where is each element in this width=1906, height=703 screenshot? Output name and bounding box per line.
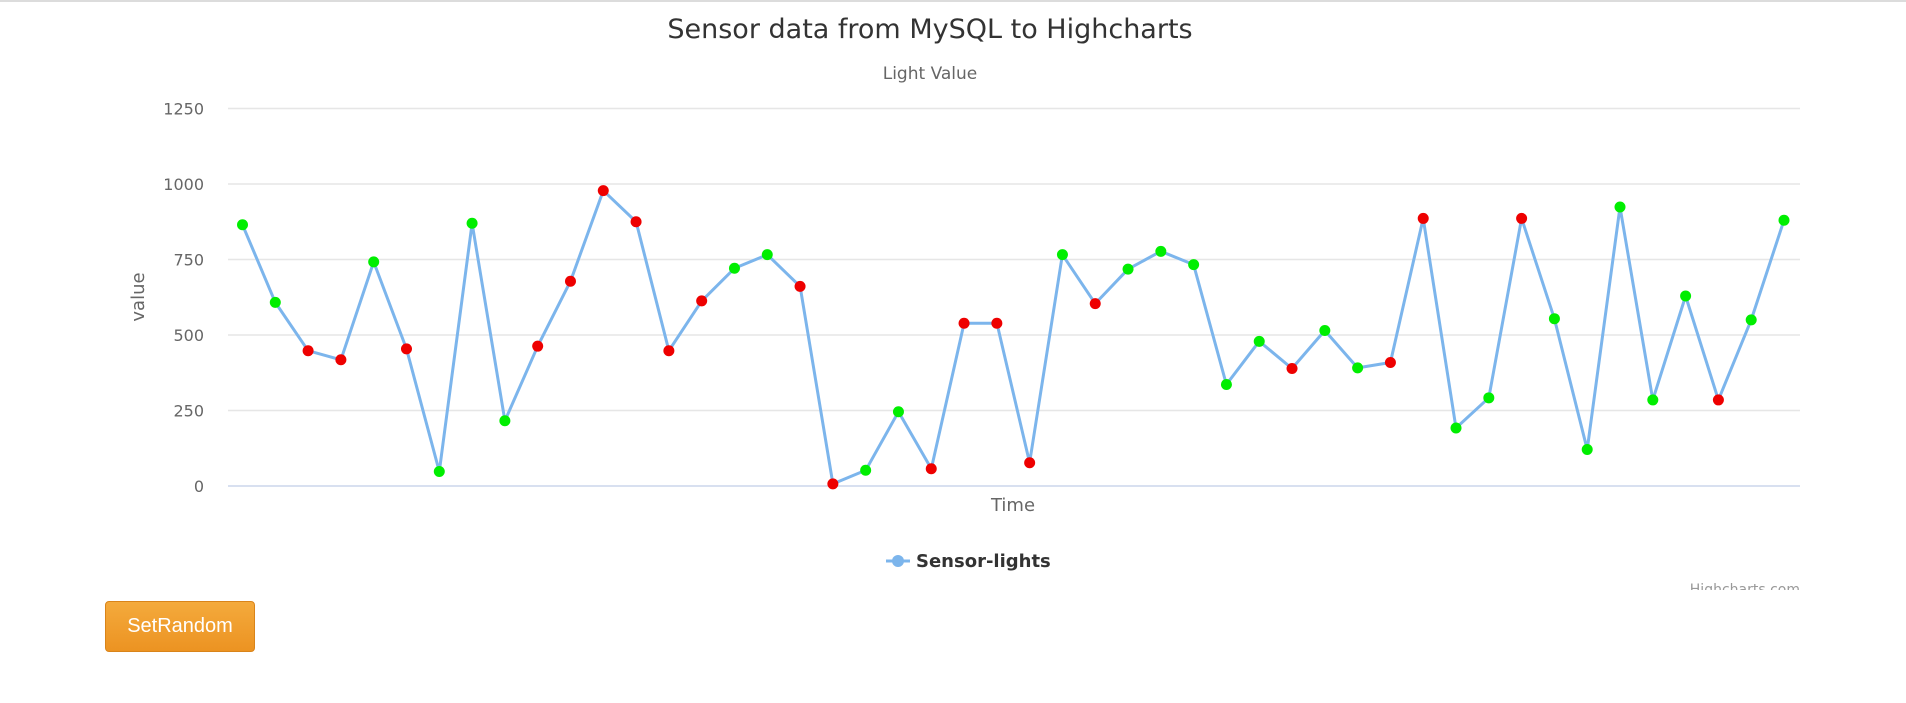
- data-point[interactable]: [794, 280, 806, 292]
- x-axis-title: Time: [990, 495, 1035, 516]
- data-point[interactable]: [696, 295, 708, 307]
- data-point[interactable]: [1680, 290, 1692, 302]
- data-point[interactable]: [532, 340, 544, 352]
- data-point[interactable]: [1056, 249, 1068, 261]
- data-point[interactable]: [1614, 201, 1626, 213]
- data-point[interactable]: [335, 354, 347, 366]
- y-tick-label: 0: [194, 477, 204, 496]
- data-point[interactable]: [1417, 212, 1429, 224]
- data-point[interactable]: [1483, 392, 1495, 404]
- y-tick-label: 250: [173, 402, 204, 421]
- data-point[interactable]: [499, 415, 511, 427]
- data-point[interactable]: [925, 463, 937, 475]
- data-point[interactable]: [368, 256, 380, 268]
- data-point[interactable]: [1352, 362, 1364, 374]
- data-point[interactable]: [1384, 356, 1396, 368]
- data-point[interactable]: [597, 185, 609, 197]
- data-point[interactable]: [1516, 212, 1528, 224]
- data-point[interactable]: [433, 466, 445, 478]
- y-axis-title: value: [128, 272, 149, 321]
- data-point[interactable]: [1155, 245, 1167, 257]
- data-points: [237, 185, 1790, 490]
- data-point[interactable]: [1220, 379, 1232, 391]
- y-axis-ticks: 0 250 500 750 1000 1250: [163, 100, 204, 497]
- data-point[interactable]: [860, 464, 872, 476]
- data-point[interactable]: [1647, 394, 1659, 406]
- y-tick-label: 500: [173, 326, 204, 345]
- data-point[interactable]: [400, 343, 412, 355]
- legend[interactable]: Sensor-lights: [886, 551, 1051, 572]
- data-point[interactable]: [630, 216, 642, 228]
- chart-title: Sensor data from MySQL to Highcharts: [667, 14, 1192, 45]
- data-point[interactable]: [302, 345, 314, 357]
- data-point[interactable]: [1712, 394, 1724, 406]
- credits-link[interactable]: Highcharts.com: [1690, 582, 1800, 590]
- data-point[interactable]: [1319, 324, 1331, 336]
- y-tick-label: 1250: [163, 100, 204, 119]
- data-point[interactable]: [1745, 314, 1757, 326]
- data-point[interactable]: [1548, 313, 1560, 325]
- chart-subtitle: Light Value: [883, 64, 978, 84]
- data-point[interactable]: [466, 217, 478, 229]
- data-point[interactable]: [1581, 443, 1593, 455]
- grid-lines: [228, 107, 1800, 412]
- data-point[interactable]: [1188, 259, 1200, 271]
- data-point[interactable]: [1024, 457, 1036, 469]
- legend-marker-icon: [892, 555, 904, 567]
- set-random-button[interactable]: SetRandom: [105, 601, 255, 652]
- data-point[interactable]: [564, 275, 576, 287]
- data-point[interactable]: [663, 345, 675, 357]
- legend-item-sensor-lights[interactable]: Sensor-lights: [916, 551, 1051, 572]
- y-tick-label: 750: [173, 251, 204, 270]
- data-point[interactable]: [237, 219, 248, 231]
- data-point[interactable]: [827, 478, 839, 490]
- data-point[interactable]: [1450, 422, 1462, 434]
- data-point[interactable]: [1778, 214, 1790, 226]
- data-point[interactable]: [892, 406, 904, 418]
- data-point[interactable]: [1286, 363, 1298, 375]
- series-line-sensor-lights: [241, 189, 1786, 486]
- line-chart: Sensor data from MySQL to Highcharts Lig…: [128, 14, 1800, 590]
- top-rule: [0, 0, 1906, 2]
- data-point[interactable]: [1253, 335, 1265, 347]
- data-point[interactable]: [761, 249, 773, 261]
- data-point[interactable]: [958, 317, 970, 329]
- data-point[interactable]: [1122, 263, 1134, 275]
- data-point[interactable]: [1089, 298, 1101, 310]
- y-tick-label: 1000: [163, 175, 204, 194]
- data-point[interactable]: [991, 317, 1003, 329]
- data-point[interactable]: [269, 296, 281, 308]
- data-point[interactable]: [728, 262, 740, 274]
